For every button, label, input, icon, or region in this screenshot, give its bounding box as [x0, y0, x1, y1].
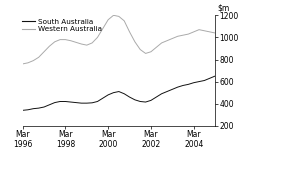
- Western Australia: [96, 36, 99, 38]
- Legend: South Australia, Western Australia: South Australia, Western Australia: [22, 19, 102, 32]
- South Australia: [181, 84, 185, 87]
- Western Australia: [101, 28, 104, 30]
- South Australia: [53, 101, 56, 104]
- Western Australia: [26, 62, 30, 64]
- South Australia: [171, 88, 174, 90]
- Western Australia: [106, 19, 110, 21]
- Western Australia: [69, 40, 72, 42]
- South Australia: [139, 100, 142, 103]
- Western Australia: [133, 41, 137, 43]
- South Australia: [187, 83, 190, 85]
- Western Australia: [37, 56, 40, 58]
- Western Australia: [80, 43, 83, 45]
- Western Australia: [213, 32, 217, 34]
- Line: South Australia: South Australia: [23, 76, 215, 110]
- South Australia: [203, 79, 206, 81]
- Western Australia: [171, 38, 174, 40]
- South Australia: [155, 96, 158, 98]
- South Australia: [208, 77, 211, 79]
- South Australia: [197, 81, 201, 83]
- South Australia: [144, 101, 147, 103]
- Western Australia: [155, 46, 158, 48]
- Western Australia: [197, 29, 201, 31]
- Western Australia: [117, 15, 121, 18]
- South Australia: [32, 108, 35, 110]
- South Australia: [128, 96, 131, 98]
- Western Australia: [74, 41, 78, 43]
- Western Australia: [112, 14, 115, 16]
- South Australia: [42, 106, 46, 108]
- South Australia: [160, 93, 163, 95]
- Western Australia: [53, 41, 56, 43]
- South Australia: [69, 101, 72, 103]
- Western Australia: [58, 39, 62, 41]
- Western Australia: [165, 40, 169, 42]
- South Australia: [123, 93, 126, 95]
- Western Australia: [208, 31, 211, 33]
- South Australia: [80, 102, 83, 104]
- South Australia: [37, 107, 40, 109]
- Western Australia: [42, 51, 46, 53]
- South Australia: [74, 101, 78, 104]
- Western Australia: [139, 49, 142, 51]
- Western Australia: [181, 34, 185, 36]
- South Australia: [21, 109, 24, 111]
- Text: $m: $m: [218, 4, 230, 13]
- South Australia: [85, 102, 89, 104]
- South Australia: [48, 104, 51, 106]
- Western Australia: [21, 63, 24, 65]
- South Australia: [96, 100, 99, 103]
- Western Australia: [192, 31, 195, 33]
- Western Australia: [128, 31, 131, 33]
- Western Australia: [85, 44, 89, 46]
- South Australia: [213, 75, 217, 77]
- South Australia: [133, 99, 137, 101]
- South Australia: [192, 82, 195, 84]
- Western Australia: [91, 42, 94, 44]
- South Australia: [165, 90, 169, 92]
- Western Australia: [32, 59, 35, 62]
- Western Australia: [144, 52, 147, 54]
- South Australia: [117, 90, 121, 92]
- Western Australia: [176, 35, 179, 37]
- South Australia: [26, 109, 30, 111]
- South Australia: [91, 102, 94, 104]
- South Australia: [106, 94, 110, 96]
- Western Australia: [48, 45, 51, 47]
- Western Australia: [123, 20, 126, 22]
- Western Australia: [203, 30, 206, 32]
- Western Australia: [64, 39, 67, 41]
- Line: Western Australia: Western Australia: [23, 15, 215, 64]
- South Australia: [149, 99, 153, 101]
- South Australia: [176, 86, 179, 88]
- Western Australia: [187, 33, 190, 35]
- Western Australia: [160, 42, 163, 44]
- Western Australia: [149, 51, 153, 53]
- South Australia: [58, 100, 62, 103]
- South Australia: [101, 97, 104, 99]
- South Australia: [64, 100, 67, 103]
- South Australia: [112, 92, 115, 94]
